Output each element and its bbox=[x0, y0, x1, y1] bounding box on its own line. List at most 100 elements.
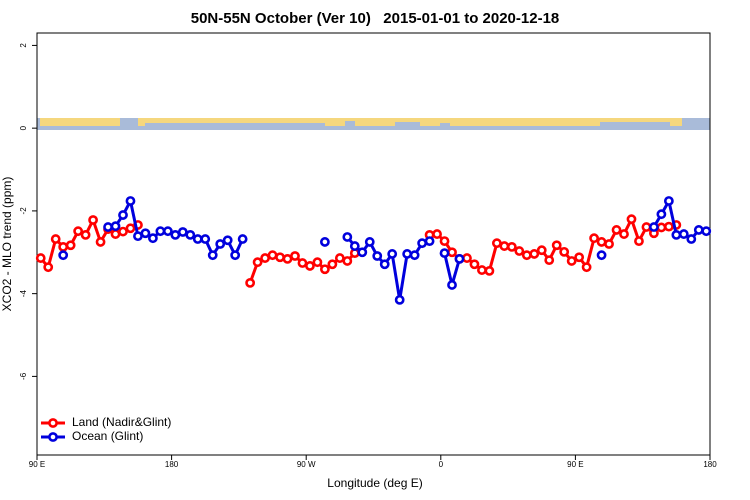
data-point bbox=[574, 252, 585, 263]
data-point bbox=[656, 209, 667, 220]
data-point bbox=[402, 249, 413, 259]
data-point bbox=[319, 264, 330, 275]
y-axis-label: XCO2 - MLO trend (ppm) bbox=[0, 177, 14, 312]
data-point bbox=[671, 229, 682, 240]
data-point bbox=[162, 226, 173, 237]
data-point bbox=[58, 250, 69, 261]
y-tick-label: -2 bbox=[19, 207, 28, 215]
data-point bbox=[133, 231, 143, 242]
data-point bbox=[439, 236, 450, 247]
plot-frame bbox=[36, 32, 711, 456]
band-ocean bbox=[345, 121, 355, 130]
data-point bbox=[342, 256, 353, 266]
data-point bbox=[177, 227, 188, 237]
data-point bbox=[192, 234, 203, 244]
data-point bbox=[275, 252, 285, 263]
y-tick-label: -4 bbox=[19, 290, 28, 298]
chart-title: 50N-55N October (Ver 10) 2015-01-01 to 2… bbox=[191, 10, 560, 27]
legend-label: Land (Nadir&Glint) bbox=[72, 415, 171, 429]
data-point bbox=[611, 225, 622, 235]
x-tick-label: 90 W bbox=[297, 460, 316, 469]
band-ocean bbox=[120, 118, 138, 130]
data-point bbox=[432, 229, 442, 239]
land-ocean-band bbox=[37, 118, 710, 130]
data-point bbox=[439, 248, 450, 259]
data-point bbox=[447, 280, 457, 290]
data-point bbox=[125, 223, 136, 234]
data-point bbox=[312, 257, 323, 268]
data-point bbox=[297, 258, 308, 268]
data-point bbox=[514, 246, 525, 256]
data-point bbox=[334, 253, 345, 263]
data-point bbox=[222, 235, 233, 246]
data-point bbox=[619, 229, 629, 239]
data-point bbox=[290, 251, 300, 261]
data-point bbox=[58, 241, 69, 252]
data-point bbox=[110, 229, 121, 239]
data-point bbox=[349, 241, 360, 251]
y-tick-label: 0 bbox=[19, 125, 28, 130]
data-point bbox=[88, 215, 98, 225]
data-point bbox=[125, 196, 136, 206]
data-point bbox=[118, 210, 128, 220]
band-ocean bbox=[37, 126, 710, 130]
data-point bbox=[155, 226, 166, 237]
band-ocean bbox=[440, 123, 450, 130]
data-point bbox=[260, 253, 270, 263]
data-point bbox=[245, 277, 256, 288]
data-point bbox=[409, 250, 420, 261]
data-point bbox=[305, 261, 315, 271]
legend-marker bbox=[48, 432, 58, 442]
data-point bbox=[551, 240, 562, 251]
data-point bbox=[626, 214, 637, 225]
data-point bbox=[364, 237, 375, 247]
data-point bbox=[379, 259, 390, 270]
x-tick-label: 180 bbox=[165, 460, 179, 469]
data-point bbox=[342, 232, 353, 242]
data-point bbox=[686, 234, 697, 244]
data-point bbox=[536, 245, 547, 256]
data-point bbox=[215, 239, 226, 249]
data-point bbox=[678, 229, 689, 239]
data-point bbox=[424, 236, 435, 247]
x-tick-label: 180 bbox=[703, 460, 717, 469]
data-point bbox=[357, 247, 368, 258]
data-point bbox=[230, 250, 241, 261]
data-point bbox=[207, 250, 218, 261]
data-point bbox=[148, 233, 158, 244]
data-point bbox=[701, 226, 712, 237]
data-point bbox=[43, 262, 54, 273]
data-point bbox=[491, 238, 502, 249]
band-ocean bbox=[395, 122, 420, 130]
data-point bbox=[50, 234, 61, 244]
data-point bbox=[521, 250, 532, 261]
data-point bbox=[544, 255, 555, 266]
data-point bbox=[73, 226, 84, 237]
legend-label: Ocean (Glint) bbox=[72, 429, 143, 443]
data-point bbox=[35, 253, 46, 263]
x-axis-label: Longitude (deg E) bbox=[327, 476, 422, 490]
data-point bbox=[118, 226, 128, 237]
data-point bbox=[693, 225, 704, 235]
data-point bbox=[529, 249, 540, 259]
data-point bbox=[65, 240, 76, 251]
data-point bbox=[95, 237, 106, 247]
x-tick-label: 0 bbox=[439, 460, 444, 469]
data-point bbox=[589, 233, 599, 244]
band-ocean bbox=[145, 123, 325, 130]
data-point bbox=[447, 247, 457, 258]
data-point bbox=[80, 229, 91, 240]
x-tick-label: 90 E bbox=[567, 460, 583, 469]
data-point bbox=[103, 222, 113, 232]
data-point bbox=[394, 294, 405, 305]
data-point bbox=[237, 234, 248, 244]
data-point bbox=[252, 257, 263, 268]
data-point bbox=[559, 246, 570, 257]
data-point bbox=[327, 259, 338, 270]
x-tick-label: 90 E bbox=[29, 460, 45, 469]
band-ocean bbox=[600, 122, 670, 130]
data-point bbox=[477, 265, 487, 275]
data-point bbox=[185, 229, 196, 240]
data-point bbox=[484, 265, 495, 276]
